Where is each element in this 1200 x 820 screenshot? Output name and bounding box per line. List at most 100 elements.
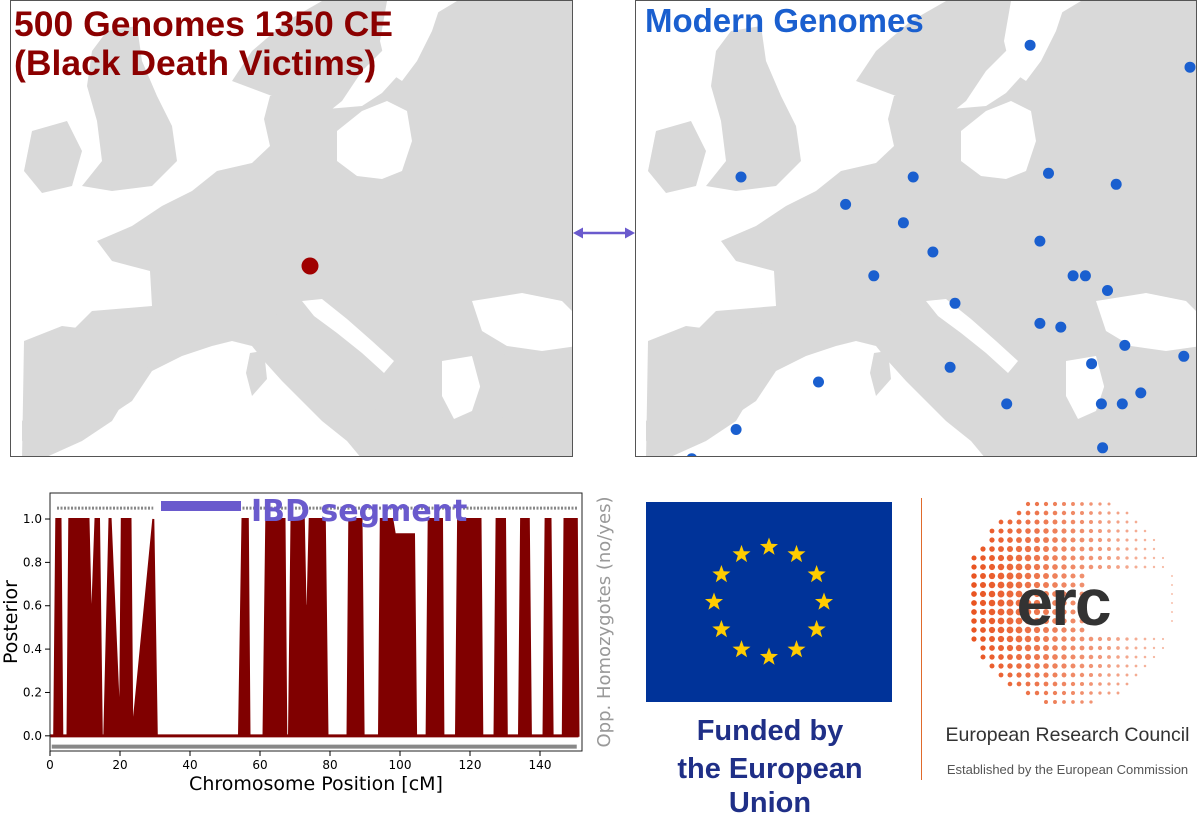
- erc-dot: [1088, 636, 1094, 642]
- erc-dot: [1125, 655, 1129, 659]
- erc-dot: [1116, 538, 1120, 542]
- erc-dot: [988, 617, 996, 625]
- erc-dot: [1107, 664, 1111, 668]
- x-tick-label: 20: [112, 758, 127, 772]
- y-axis-right-label: Opp. Homozygotes (no/yes): [594, 497, 615, 748]
- erc-dot: [1070, 654, 1076, 660]
- x-tick-label: 120: [459, 758, 482, 772]
- erc-dot: [1116, 556, 1120, 560]
- erc-dot: [971, 609, 977, 615]
- erc-dot: [1052, 600, 1058, 606]
- erc-dot: [998, 546, 1004, 552]
- erc-dot: [1079, 555, 1085, 561]
- erc-dot: [998, 654, 1004, 660]
- erc-dot: [1125, 556, 1129, 560]
- erc-dot: [989, 654, 995, 660]
- erc-dot: [1125, 547, 1129, 551]
- star-icon: [732, 640, 751, 658]
- erc-name: European Research Council: [945, 724, 1190, 746]
- erc-dot: [1043, 501, 1049, 507]
- erc-dot: [1170, 583, 1174, 587]
- erc-dot: [1134, 520, 1138, 524]
- erc-dot: [1024, 617, 1032, 625]
- erc-dot: [1043, 609, 1049, 615]
- erc-dot: [1116, 664, 1120, 668]
- modern-genome-dot: [897, 217, 909, 229]
- erc-dot: [1079, 627, 1085, 633]
- erc-dot: [1024, 554, 1032, 562]
- erc-dot: [1052, 690, 1058, 696]
- erc-dot: [1007, 654, 1013, 660]
- erc-dot: [1107, 529, 1111, 533]
- erc-dot: [988, 608, 996, 616]
- erc-dot: [997, 635, 1005, 643]
- erc-dot: [1134, 646, 1138, 650]
- erc-dot: [1006, 599, 1014, 607]
- erc-dot: [971, 636, 977, 642]
- x-axis-ticks: 0 20 40 60 80 100 120 140: [46, 751, 551, 772]
- erc-dot: [1134, 547, 1138, 551]
- erc-dot: [980, 645, 986, 651]
- eu-caption-line2: the European Union: [677, 753, 863, 819]
- erc-dot: [1034, 528, 1040, 534]
- erc-dot: [980, 636, 986, 642]
- erc-dot: [1097, 654, 1103, 660]
- erc-dot: [1024, 590, 1032, 598]
- erc-dot: [1052, 510, 1058, 516]
- erc-dot: [1052, 681, 1058, 687]
- erc-dot: [997, 608, 1005, 616]
- erc-dot: [1079, 591, 1085, 597]
- erc-dot: [1088, 546, 1094, 552]
- erc-dot: [1043, 663, 1049, 669]
- x-axis-label: Chromosome Position [cM]: [189, 773, 443, 795]
- erc-dot: [1161, 565, 1165, 569]
- left-map-panel: 500 Genomes 1350 CE (Black Death Victims…: [10, 0, 573, 457]
- erc-dot: [1079, 519, 1085, 525]
- erc-dot: [1025, 537, 1031, 543]
- erc-dot: [1006, 581, 1014, 589]
- star-icon: [807, 565, 826, 583]
- erc-dot: [1070, 546, 1076, 552]
- y-tick-label: 1.0: [23, 512, 42, 526]
- y-axis-label: Posterior: [0, 580, 22, 664]
- erc-dot: [1070, 591, 1076, 597]
- erc-dot: [971, 564, 977, 570]
- erc-dot: [1006, 545, 1014, 553]
- erc-dot: [1016, 519, 1022, 525]
- erc-dot: [1034, 663, 1040, 669]
- posterior-plot: IBD segment 0 20 40 60 80 100 120 140 0.0 0.2 0.4…: [0, 492, 615, 795]
- erc-dot: [1143, 646, 1147, 650]
- erc-dot: [1033, 653, 1041, 661]
- right-map-title: Modern Genomes: [645, 2, 924, 39]
- erc-dot: [1033, 563, 1041, 571]
- erc-dot: [1015, 563, 1023, 571]
- modern-genome-dot: [1067, 270, 1079, 282]
- erc-dot: [1152, 646, 1156, 650]
- plot-frame: [49, 492, 583, 752]
- erc-dot: [1161, 556, 1165, 560]
- erc-dot: [980, 627, 986, 633]
- erc-dot: [997, 599, 1005, 607]
- erc-dot: [1088, 564, 1094, 570]
- erc-dot: [1106, 645, 1112, 651]
- erc-dot: [1107, 655, 1111, 659]
- erc-dot: [1079, 663, 1085, 669]
- erc-dot: [1024, 653, 1032, 661]
- modern-genome-dot: [1116, 398, 1128, 410]
- erc-dot: [1071, 700, 1075, 704]
- erc-dot: [998, 663, 1004, 669]
- erc-dot: [1024, 599, 1032, 607]
- modern-genome-dot: [1024, 39, 1036, 51]
- erc-logo: erc: [971, 501, 1174, 704]
- erc-dot: [1015, 644, 1023, 652]
- erc-dot: [997, 626, 1005, 634]
- erc-dot: [1061, 564, 1067, 570]
- erc-dot: [1061, 636, 1067, 642]
- erc-dot: [1080, 502, 1084, 506]
- erc-dot: [1043, 582, 1049, 588]
- erc-dot: [1089, 511, 1093, 515]
- erc-dot: [1007, 537, 1013, 543]
- erc-dot: [1025, 663, 1031, 669]
- erc-dot: [998, 519, 1004, 525]
- erc-dot: [1070, 663, 1076, 669]
